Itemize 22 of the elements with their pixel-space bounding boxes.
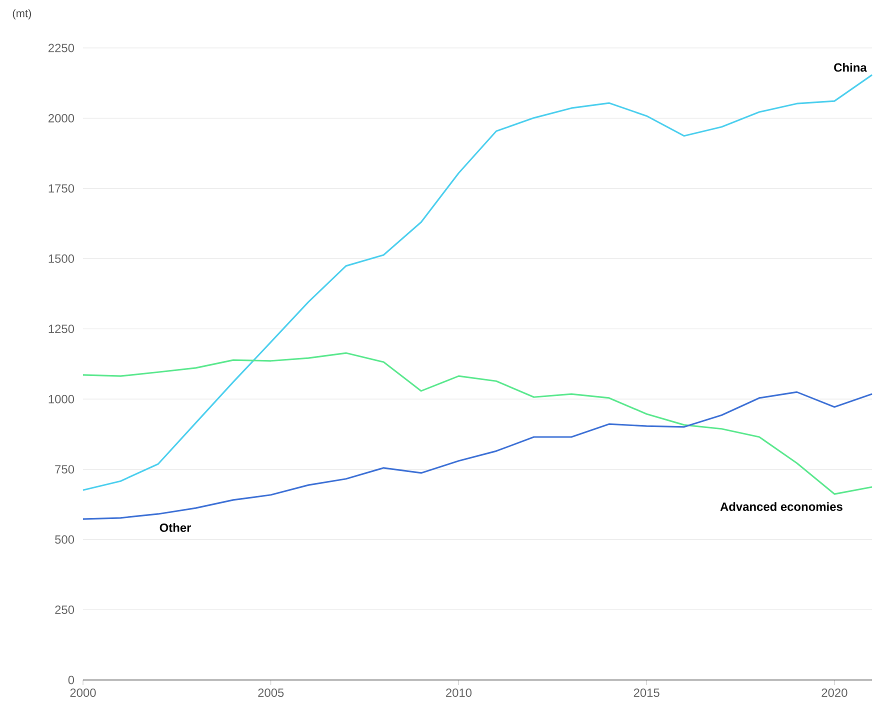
y-tick-label: 0 [68, 676, 74, 684]
line-series [82, 74, 873, 491]
x-tick-label: 2000 [70, 688, 96, 697]
x-tick-label: 2015 [634, 688, 660, 697]
line-series [82, 352, 873, 495]
series-label: Other [160, 523, 192, 532]
y-tick-label: 1750 [48, 184, 74, 193]
y-tick-label: 750 [55, 465, 74, 474]
series-label: Advanced economies [720, 502, 842, 511]
x-tick-label: 2020 [822, 688, 848, 697]
y-tick-label: 250 [55, 606, 74, 614]
y-tick-label: 500 [55, 535, 74, 544]
y-tick-label: 1000 [48, 394, 74, 404]
x-tick-label: 2005 [258, 688, 284, 697]
y-axis-title: (mt) [12, 9, 31, 20]
y-tick-label: 1500 [48, 254, 74, 263]
y-tick-label: 2000 [48, 114, 74, 122]
line-series [82, 391, 873, 520]
y-tick-label: 1250 [48, 324, 74, 334]
y-tick-label: 2250 [48, 44, 74, 52]
series-label: China [834, 62, 867, 72]
x-tick-label: 2010 [446, 688, 472, 697]
